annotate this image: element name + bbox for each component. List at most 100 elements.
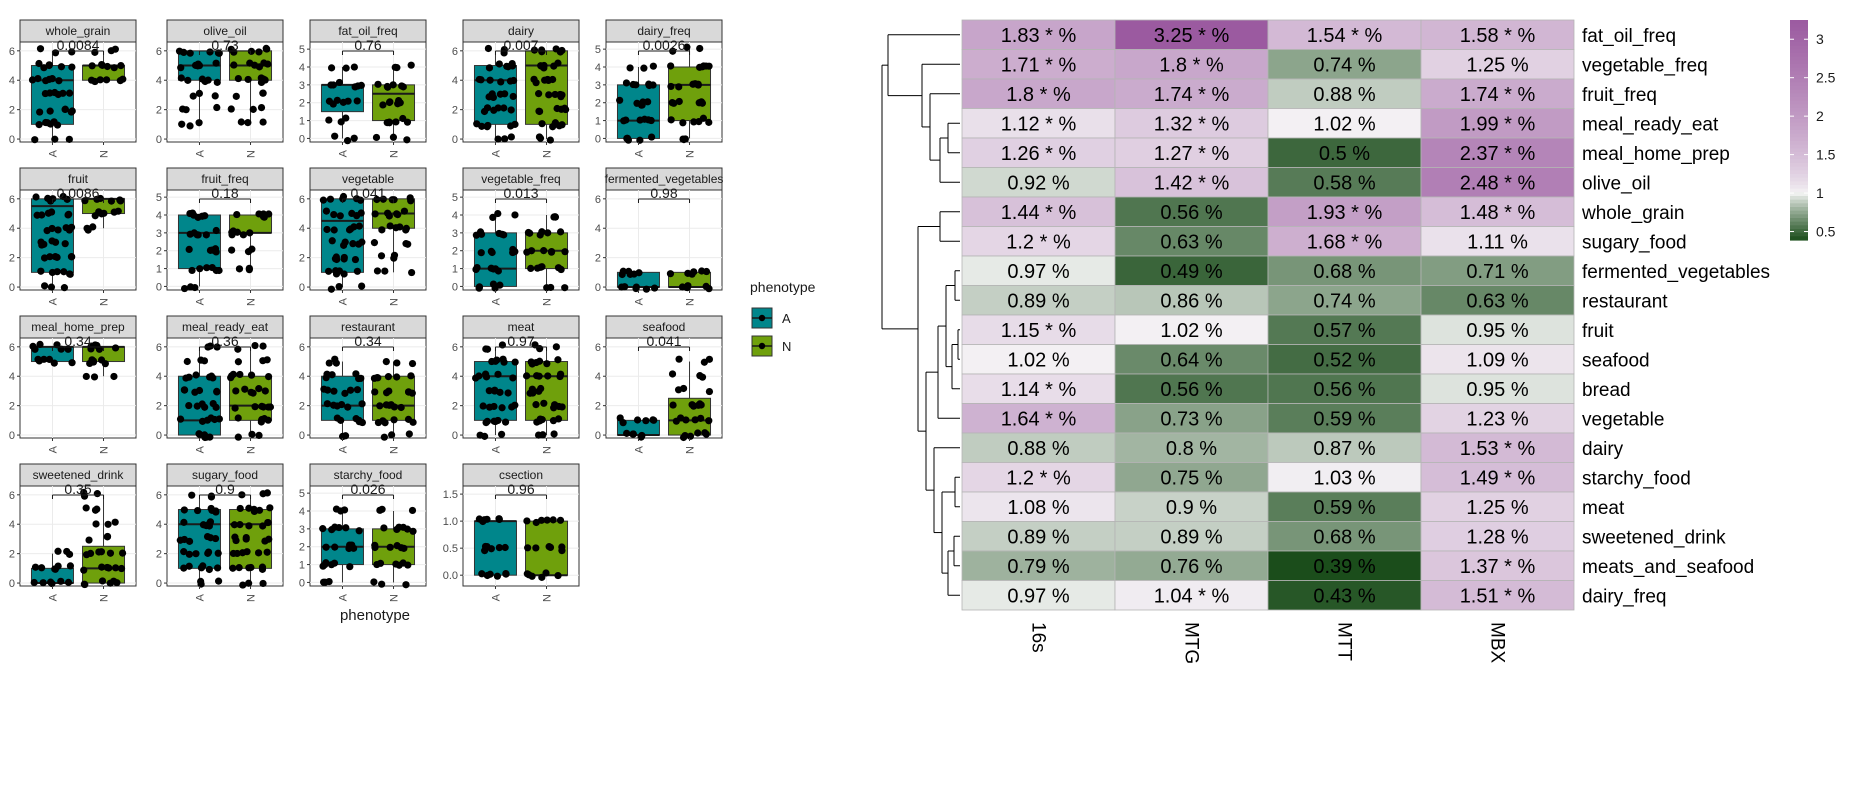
data-point <box>68 63 76 71</box>
data-point <box>683 43 691 51</box>
data-point <box>48 75 56 83</box>
data-point <box>324 267 333 275</box>
data-point <box>511 358 519 366</box>
data-point <box>403 136 411 144</box>
cell-label: 0.75 % <box>1160 467 1222 489</box>
colorbar-segment <box>1790 185 1808 190</box>
data-point <box>489 213 497 221</box>
data-point <box>343 137 352 145</box>
legend-key-dot <box>758 342 766 350</box>
faceted-boxplots: whole_grain 0 2 4 6 A N 0.0084 olive_oil 0 2 4 6 A N 0.… <box>9 19 723 624</box>
data-point <box>358 400 366 408</box>
x-tick-label: A <box>194 149 206 157</box>
data-point <box>180 284 189 293</box>
data-point <box>389 81 397 89</box>
heatmap-cell <box>1420 491 1575 522</box>
data-point <box>191 283 199 292</box>
data-point <box>494 416 502 425</box>
data-point <box>93 341 101 350</box>
data-point <box>484 44 493 53</box>
data-point <box>540 247 548 255</box>
data-point <box>110 208 118 216</box>
colorbar-segment <box>1790 27 1808 32</box>
data-point <box>620 117 628 125</box>
cell-label: 1.14 * % <box>1001 379 1077 401</box>
x-tick-label: A <box>194 445 206 453</box>
data-point <box>259 89 267 97</box>
data-point <box>385 387 393 395</box>
data-point <box>47 283 56 291</box>
heatmap-row: 1.64 * % 0.73 % 0.59 % 1.23 % vegetable <box>961 403 1664 434</box>
y-tick-label: 0 <box>9 430 15 442</box>
heatmap-row: 1.2 * % 0.63 % 1.68 * % 1.11 % sugary_food <box>961 226 1687 257</box>
data-point <box>353 212 361 220</box>
heatmap-cell <box>1267 314 1422 345</box>
data-point <box>54 547 62 555</box>
pvalue-label: 0.76 <box>354 37 381 53</box>
data-point <box>205 522 214 530</box>
data-point <box>690 118 698 126</box>
data-point <box>503 62 511 70</box>
data-point <box>59 192 67 201</box>
data-point <box>57 63 66 71</box>
cell-label: 1.53 * % <box>1460 438 1536 460</box>
data-point <box>215 415 223 423</box>
y-tick-label: 6 <box>595 342 601 354</box>
data-point <box>80 580 88 588</box>
data-point <box>340 255 348 263</box>
colorbar-segment <box>1790 141 1808 146</box>
pvalue-label: 0.9 <box>215 481 235 497</box>
data-point <box>102 76 111 84</box>
data-point <box>351 83 359 91</box>
data-point <box>383 82 391 91</box>
cell-label: 0.56 % <box>1313 379 1375 401</box>
heatmap-cell <box>1267 550 1422 581</box>
data-point <box>68 48 76 56</box>
box-A <box>177 214 221 270</box>
y-tick-label: 4 <box>156 371 162 383</box>
data-point <box>326 195 335 203</box>
data-point <box>68 107 76 115</box>
data-point <box>235 564 243 572</box>
cell-label: 1.74 * % <box>1460 84 1536 106</box>
facet-panel: meat 0 2 4 6 A N 0.97 <box>452 315 580 454</box>
data-point <box>36 340 44 348</box>
colorbar-segment <box>1790 218 1808 223</box>
data-point <box>112 564 120 572</box>
data-point <box>690 402 698 410</box>
data-point <box>106 549 115 557</box>
data-point <box>388 431 396 439</box>
cell-label: 0.88 % <box>1313 84 1375 106</box>
y-tick-label: 2 <box>156 401 162 413</box>
legend-key-dot <box>758 314 766 322</box>
data-point <box>626 64 634 72</box>
data-point <box>255 385 263 393</box>
data-point <box>100 209 108 217</box>
facet-panel: fruit_freq 0 1 2 3 4 5 A N 0.18 <box>156 167 284 306</box>
data-point <box>213 78 221 86</box>
colorbar-segment <box>1790 229 1808 234</box>
data-point <box>686 432 695 440</box>
data-point <box>186 122 194 130</box>
data-point <box>408 506 417 515</box>
data-point <box>407 372 415 380</box>
x-tick-label: N <box>389 446 401 454</box>
data-point <box>261 76 269 84</box>
y-tick-label: 3 <box>595 80 601 92</box>
cell-label: 0.8 % <box>1166 438 1217 460</box>
data-point <box>319 196 327 204</box>
colorbar-segment <box>1790 170 1808 175</box>
data-point <box>38 211 46 219</box>
data-point <box>239 581 247 589</box>
data-point <box>234 433 242 441</box>
facet-title: starchy_food <box>334 468 403 482</box>
data-point <box>358 282 366 290</box>
heatmap-cell <box>1267 226 1422 257</box>
data-point <box>705 387 714 396</box>
data-point <box>667 62 675 70</box>
data-point <box>694 429 702 437</box>
facet-title: olive_oil <box>203 24 246 38</box>
heatmap-cell <box>961 344 1116 375</box>
heatmap-cell <box>1267 108 1422 139</box>
data-point <box>116 196 124 204</box>
